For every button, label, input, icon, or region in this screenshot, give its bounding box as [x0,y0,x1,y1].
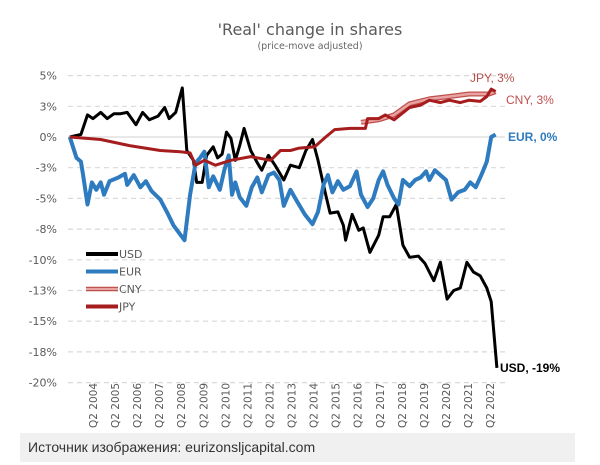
chart-subtitle: (price-move adjusted) [257,41,363,52]
end-label-eur: EUR, 0% [508,130,558,144]
x-tick-label: Q2 2019 [419,383,431,428]
legend-label-usd: USD [119,248,143,261]
x-tick-label: Q2 2016 [353,383,365,428]
legend-label-jpy: JPY [118,301,136,314]
x-tick-label: Q2 2007 [154,383,166,428]
x-tick-label: Q2 2018 [397,383,409,428]
x-tick-label: Q2 2009 [198,383,210,428]
end-label-jpy: JPY, 3% [470,71,515,85]
x-tick-label: Q2 2011 [242,383,254,428]
x-tick-label: Q2 2010 [220,383,232,428]
x-tick-label: Q2 2015 [331,383,343,428]
series-line-usd [69,86,499,369]
x-tick-label: Q2 2013 [287,383,299,428]
y-tick-label: 3% [40,100,57,113]
image-source-caption: Источник изображения: eurizonsljcapital.… [20,433,575,462]
x-tick-label: Q2 2020 [441,383,453,428]
chart-title: 'Real' change in shares [217,20,403,39]
x-tick-label: Q2 2008 [176,383,188,428]
legend-label-eur: EUR [119,266,142,279]
y-tick-label: -18% [29,346,57,359]
series-line-jpy [69,87,497,167]
y-tick-label: -5% [36,192,57,205]
y-tick-label: -3% [36,162,57,175]
x-tick-label: Q2 2006 [132,383,144,428]
x-tick-label: Q2 2014 [309,383,321,428]
y-tick-label: -15% [29,315,57,328]
x-tick-label: Q2 2012 [264,383,276,428]
legend-label-cny: CNY [119,283,142,296]
y-tick-label: 0% [40,131,57,144]
end-label-cny: CNY, 3% [506,93,554,107]
x-tick-label: Q2 2017 [375,383,387,428]
caption-text: Источник изображения: eurizonsljcapital.… [28,439,316,455]
x-tick-label: Q2 2022 [485,383,497,428]
y-tick-label: -8% [36,223,57,236]
x-tick-label: Q2 2005 [110,383,122,428]
y-tick-label: 5% [40,70,57,83]
y-tick-label: -20% [29,377,57,390]
end-label-usd: USD, -19% [500,361,560,375]
y-tick-label: -10% [29,254,57,267]
x-tick-label: Q2 2021 [463,383,475,428]
x-tick-label: Q2 2004 [88,383,100,428]
series-line-eur [67,132,497,243]
y-tick-label: -13% [29,285,57,298]
